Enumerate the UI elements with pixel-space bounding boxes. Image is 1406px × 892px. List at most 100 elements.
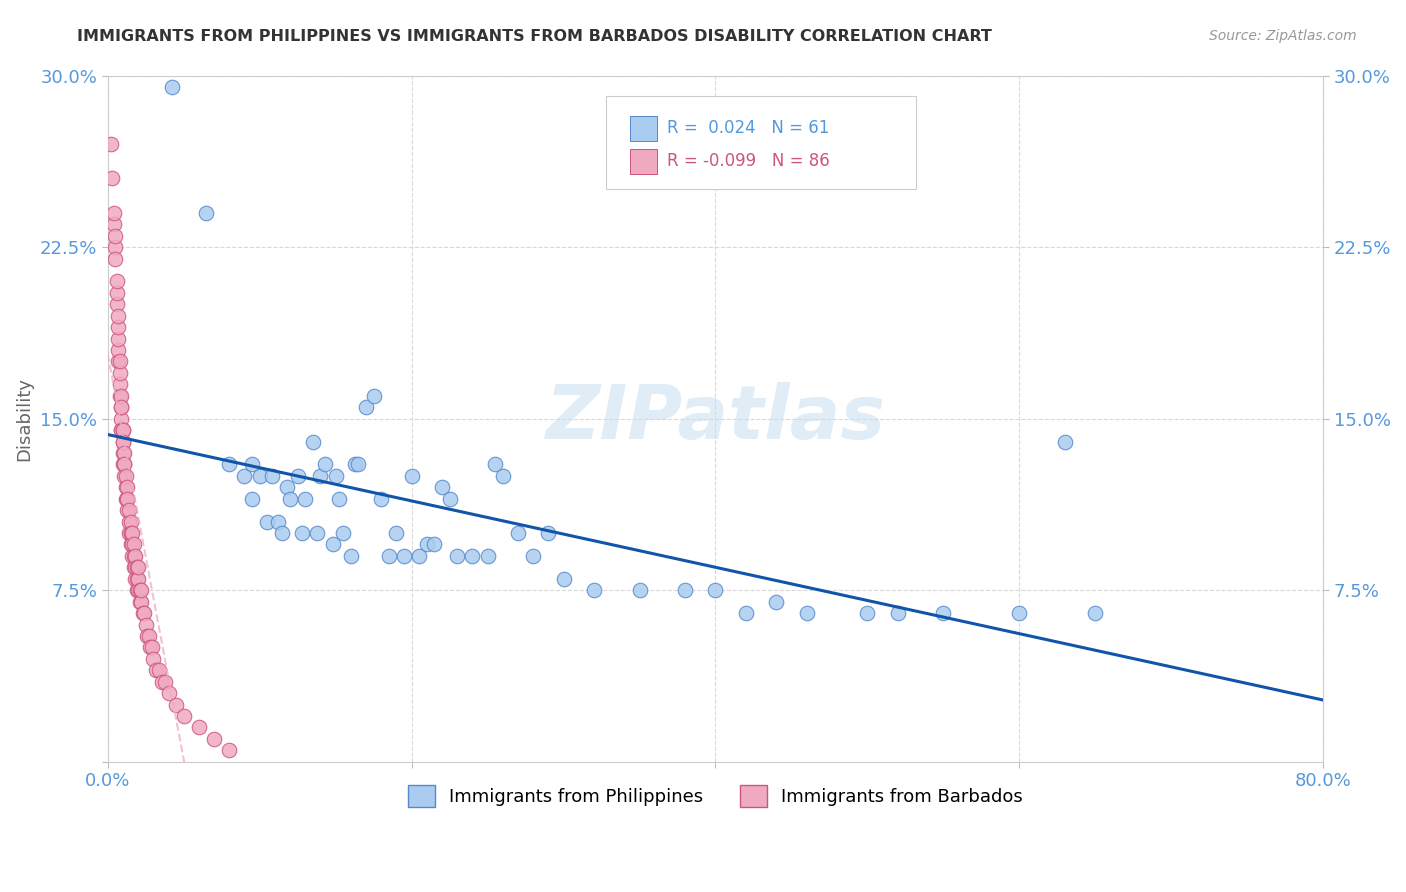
Point: [108, 389, 131, 403]
Point: [120, 537, 142, 551]
Point: [114, 458, 136, 472]
Point: [114, 446, 136, 460]
Point: [104, 240, 127, 254]
Point: [461, 549, 484, 563]
Point: [121, 549, 143, 563]
Point: [114, 458, 136, 472]
Point: [125, 560, 148, 574]
Point: [124, 560, 146, 574]
Point: [249, 468, 271, 483]
Point: [118, 503, 141, 517]
Point: [105, 274, 128, 288]
Point: [117, 491, 139, 506]
Point: [135, 617, 157, 632]
Point: [332, 526, 354, 541]
Point: [104, 252, 127, 266]
Point: [122, 560, 145, 574]
Point: [121, 526, 143, 541]
Point: [107, 332, 129, 346]
Point: [506, 526, 529, 541]
Point: [110, 411, 132, 425]
Point: [1084, 606, 1107, 620]
Point: [430, 480, 453, 494]
FancyBboxPatch shape: [630, 149, 657, 174]
Point: [111, 434, 134, 449]
Point: [152, 674, 174, 689]
Point: [127, 583, 149, 598]
Point: [423, 537, 446, 551]
Point: [128, 594, 150, 608]
Point: [120, 526, 142, 541]
Point: [145, 663, 167, 677]
Text: R = -0.099   N = 86: R = -0.099 N = 86: [666, 153, 830, 170]
Point: [114, 468, 136, 483]
Point: [103, 217, 125, 231]
Y-axis label: Disability: Disability: [15, 376, 32, 460]
Point: [582, 583, 605, 598]
Point: [267, 515, 290, 529]
Point: [118, 526, 141, 541]
Point: [537, 526, 560, 541]
Point: [173, 709, 195, 723]
Point: [240, 491, 263, 506]
Point: [218, 743, 240, 757]
Point: [477, 549, 499, 563]
Point: [354, 401, 377, 415]
Text: IMMIGRANTS FROM PHILIPPINES VS IMMIGRANTS FROM BARBADOS DISABILITY CORRELATION C: IMMIGRANTS FROM PHILIPPINES VS IMMIGRANT…: [77, 29, 993, 44]
Point: [887, 606, 910, 620]
Point: [124, 572, 146, 586]
Point: [195, 206, 218, 220]
Point: [103, 206, 125, 220]
Point: [108, 354, 131, 368]
Point: [165, 698, 187, 712]
Point: [120, 515, 142, 529]
Point: [117, 491, 139, 506]
Point: [218, 458, 240, 472]
Point: [370, 491, 392, 506]
Point: [1053, 434, 1076, 449]
Point: [110, 389, 132, 403]
Point: [1008, 606, 1031, 620]
Point: [139, 640, 162, 655]
Point: [202, 731, 225, 746]
Point: [294, 491, 316, 506]
Point: [141, 640, 163, 655]
FancyBboxPatch shape: [630, 116, 657, 141]
Point: [553, 572, 575, 586]
Point: [309, 468, 332, 483]
Point: [347, 458, 370, 472]
Point: [155, 674, 177, 689]
Point: [932, 606, 955, 620]
Point: [439, 491, 461, 506]
Point: [110, 401, 132, 415]
Point: [704, 583, 727, 598]
Point: [322, 537, 344, 551]
Point: [271, 526, 294, 541]
Point: [107, 309, 129, 323]
Point: [118, 515, 141, 529]
Point: [101, 171, 124, 186]
Point: [125, 572, 148, 586]
Point: [287, 468, 309, 483]
Point: [307, 526, 329, 541]
Point: [325, 468, 347, 483]
Legend: Immigrants from Philippines, Immigrants from Barbados: Immigrants from Philippines, Immigrants …: [401, 778, 1031, 814]
Point: [138, 629, 160, 643]
Point: [856, 606, 879, 620]
Point: [492, 468, 515, 483]
Point: [131, 606, 153, 620]
Point: [105, 297, 128, 311]
Point: [278, 491, 301, 506]
Point: [240, 458, 263, 472]
Point: [328, 491, 350, 506]
Point: [122, 549, 145, 563]
Point: [446, 549, 468, 563]
Point: [401, 468, 423, 483]
Point: [110, 423, 132, 437]
Point: [122, 537, 145, 551]
Point: [734, 606, 756, 620]
Point: [148, 663, 170, 677]
Point: [120, 526, 142, 541]
Point: [111, 434, 134, 449]
Point: [117, 480, 139, 494]
